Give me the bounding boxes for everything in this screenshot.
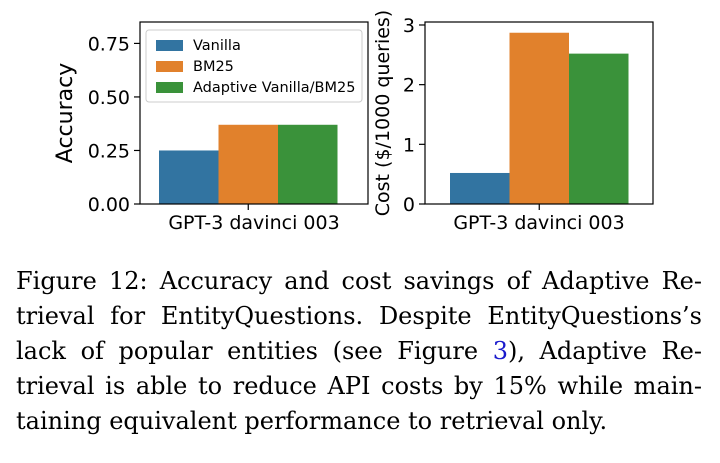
accuracy-ytick-label: 0.25 [88, 140, 130, 162]
cost-ytick-label: 3 [403, 15, 415, 37]
accuracy-bars [159, 124, 338, 204]
caption-text: Figure 12: Accuracy and cost savings of … [16, 267, 702, 295]
legend-swatch-adaptive [156, 82, 183, 93]
figure-charts: 0.00 0.25 0.50 0.75 Vanilla BM25 Adaptive V… [53, 10, 654, 234]
cost-chart: 0 1 2 3 GPT-3 davinci 003 Cost ($/1000 quer… [372, 10, 654, 234]
legend-swatch-vanilla [156, 40, 183, 51]
cost-y-axis-label: Cost ($/1000 queries) [372, 10, 394, 216]
accuracy-x-tick-label: GPT-3 davinci 003 [168, 212, 339, 234]
caption-text: trieval for EntityQuestions. Despite Ent… [16, 302, 702, 330]
caption-line: Figure 12: Accuracy and cost savings of … [16, 264, 702, 299]
legend-label-vanilla: Vanilla [193, 38, 241, 54]
legend-swatch-bm25 [156, 61, 183, 72]
caption-text: trieval is able to reduce API costs by 1… [16, 372, 702, 400]
caption-text: taining equivalent performance to retrie… [16, 407, 608, 435]
accuracy-chart: 0.00 0.25 0.50 0.75 Vanilla BM25 Adaptive V… [53, 21, 369, 234]
accuracy-yticks: 0.00 0.25 0.50 0.75 [88, 33, 140, 216]
accuracy-bar-adaptive-vanilla-bm25 [278, 124, 338, 204]
accuracy-ytick-label: 0.50 [88, 87, 130, 109]
legend-label-bm25: BM25 [193, 59, 234, 75]
cost-ytick-label: 2 [403, 75, 415, 97]
accuracy-ytick-label: 0.00 [88, 194, 130, 216]
caption-line: trieval for EntityQuestions. Despite Ent… [16, 299, 702, 334]
caption-text: ), Adaptive Re- [507, 337, 702, 365]
cost-bars [450, 32, 629, 205]
cost-x-tick-label: GPT-3 davinci 003 [453, 212, 624, 234]
cost-ytick-label: 0 [403, 194, 415, 216]
figure-caption: Figure 12: Accuracy and cost savings of … [16, 264, 702, 439]
figure-reference-link[interactable]: 3 [492, 337, 508, 365]
cost-bar-vanilla [450, 172, 510, 204]
cost-yticks: 0 1 2 3 [403, 15, 425, 216]
accuracy-legend: Vanilla BM25 Adaptive Vanilla/BM25 [145, 29, 363, 103]
accuracy-ytick-label: 0.75 [88, 33, 130, 55]
caption-line: taining equivalent performance to retrie… [16, 404, 702, 439]
caption-line: lack of popular entities (see Figure 3),… [16, 334, 702, 369]
cost-ytick-label: 1 [403, 134, 415, 156]
accuracy-bar-bm25 [218, 124, 278, 204]
caption-text: lack of popular entities (see Figure [16, 337, 493, 365]
caption-line: trieval is able to reduce API costs by 1… [16, 369, 702, 404]
accuracy-axes-frame [139, 21, 369, 205]
accuracy-y-axis-label: Accuracy [53, 63, 78, 163]
legend-frame [145, 29, 363, 103]
cost-bar-bm25 [509, 32, 569, 204]
legend-label-adaptive: Adaptive Vanilla/BM25 [193, 80, 355, 96]
cost-bar-adaptive-vanilla-bm25 [569, 53, 629, 205]
accuracy-bar-vanilla [159, 150, 219, 204]
